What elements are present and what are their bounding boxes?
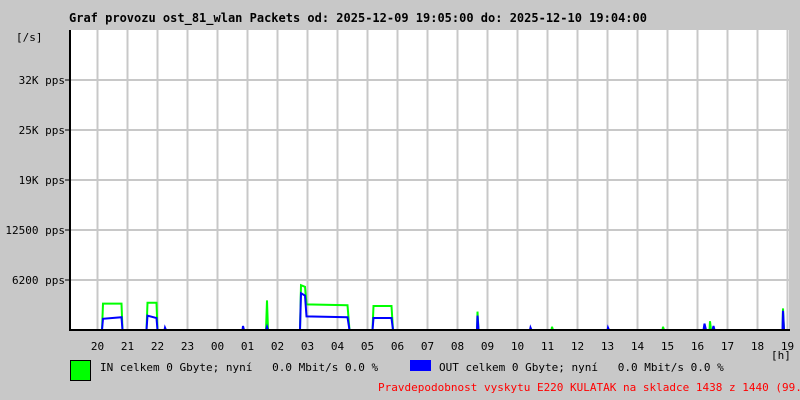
y-tick-label: 32K pps bbox=[19, 74, 65, 87]
y-tick-label: 6200 pps bbox=[12, 274, 65, 287]
x-tick-label: 14 bbox=[631, 340, 645, 353]
chart-title: Graf provozu ost_81_wlan Packets od: 202… bbox=[69, 11, 647, 26]
footer-note: Pravdepodobnost vyskytu E220 KULATAK na … bbox=[378, 381, 800, 394]
x-tick-label: 13 bbox=[601, 340, 614, 353]
grid bbox=[65, 30, 789, 330]
x-tick-label: 11 bbox=[541, 340, 554, 353]
x-tick-label: 21 bbox=[121, 340, 134, 353]
x-tick-label: 01 bbox=[241, 340, 254, 353]
x-tick-label: 20 bbox=[91, 340, 104, 353]
x-tick-label: 10 bbox=[511, 340, 524, 353]
x-tick-label: 00 bbox=[211, 340, 224, 353]
y-tick-label: 19K pps bbox=[19, 174, 65, 187]
x-tick-label: 07 bbox=[421, 340, 434, 353]
x-tick-label: 03 bbox=[301, 340, 314, 353]
x-tick-label: 23 bbox=[181, 340, 194, 353]
x-tick-label: 09 bbox=[481, 340, 494, 353]
y-tick-labels: 6200 pps 12500 pps 19K pps 25K pps 32K pps bbox=[5, 74, 65, 287]
x-tick-label: 22 bbox=[151, 340, 164, 353]
y-tick-label: 25K pps bbox=[19, 124, 65, 137]
x-tick-label: 19 bbox=[781, 340, 794, 353]
legend-out-label: OUT celkem 0 Gbyte; nyní 0.0 Mbit/s 0.0 … bbox=[439, 361, 724, 374]
legend-in-swatch bbox=[70, 360, 91, 381]
x-tick-label: 15 bbox=[661, 340, 674, 353]
x-tick-label: 12 bbox=[571, 340, 584, 353]
x-axis-label: [h] bbox=[771, 349, 791, 362]
x-tick-label: 17 bbox=[721, 340, 734, 353]
x-tick-label: 06 bbox=[391, 340, 404, 353]
x-tick-label: 18 bbox=[751, 340, 764, 353]
y-tick-label: 12500 pps bbox=[5, 224, 65, 237]
x-tick-label: 02 bbox=[271, 340, 284, 353]
legend-in-label: IN celkem 0 Gbyte; nyní 0.0 Mbit/s 0.0 % bbox=[100, 361, 379, 374]
x-tick-label: 08 bbox=[451, 340, 464, 353]
y-axis-label: [/s] bbox=[16, 31, 43, 44]
x-tick-label: 16 bbox=[691, 340, 704, 353]
x-tick-labels: 20 21 22 23 00 01 02 03 04 05 06 07 08 09 10 11 12 13 14 15… bbox=[91, 340, 794, 353]
x-tick-label: 04 bbox=[331, 340, 345, 353]
legend-out-swatch bbox=[410, 360, 431, 371]
x-tick-label: 05 bbox=[361, 340, 374, 353]
